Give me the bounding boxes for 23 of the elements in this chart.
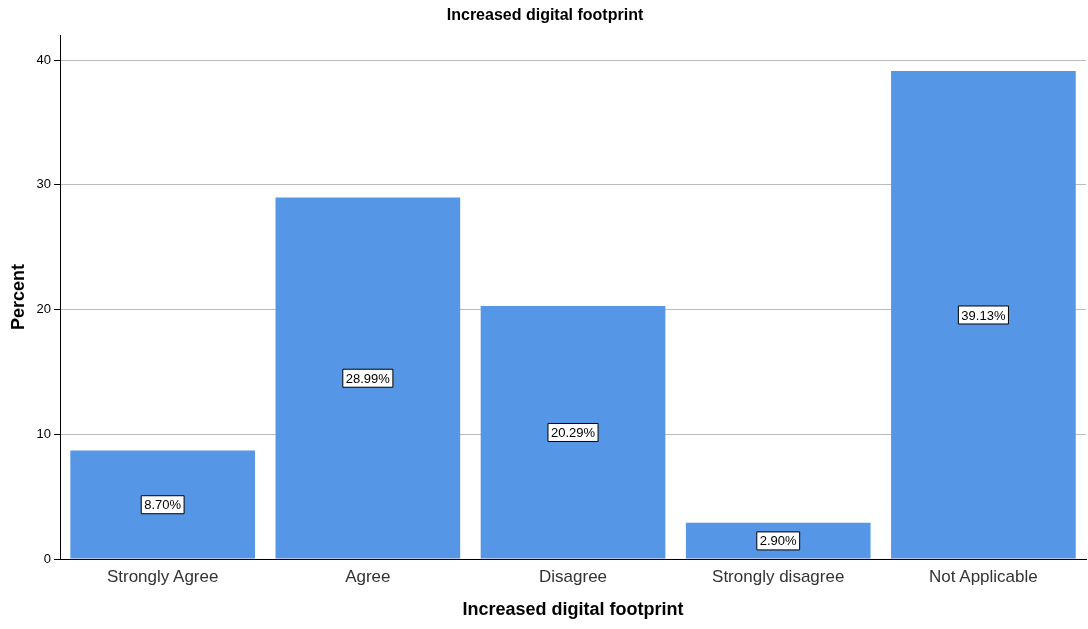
y-tick-label: 0 — [43, 550, 52, 566]
bar — [275, 197, 461, 559]
data-label: 8.70% — [144, 497, 182, 513]
y-tick-label: 40 — [36, 51, 52, 67]
y-tick-label: 30 — [36, 176, 52, 192]
bar — [685, 522, 871, 559]
x-axis-title: Increased digital footprint — [462, 599, 684, 620]
bar — [70, 450, 255, 559]
y-tick-label: 10 — [36, 425, 52, 441]
data-label: 20.29% — [550, 425, 596, 441]
data-label: 28.99% — [345, 370, 391, 386]
x-tick-label: Disagree — [539, 566, 608, 586]
data-label: 39.13% — [961, 307, 1006, 323]
x-tick-label: Strongly Agree — [106, 566, 219, 586]
data-label: 2.90% — [759, 533, 798, 549]
y-axis-title: Percent — [7, 264, 28, 331]
chart-title: Increased digital footprint — [446, 6, 644, 24]
y-tick-label: 20 — [36, 301, 52, 317]
bar — [891, 70, 1076, 559]
x-tick-label: Agree — [345, 566, 391, 586]
x-tick-label: Strongly disagree — [712, 566, 845, 586]
x-tick-label: Not Applicable — [929, 566, 1038, 586]
bar — [480, 305, 666, 559]
